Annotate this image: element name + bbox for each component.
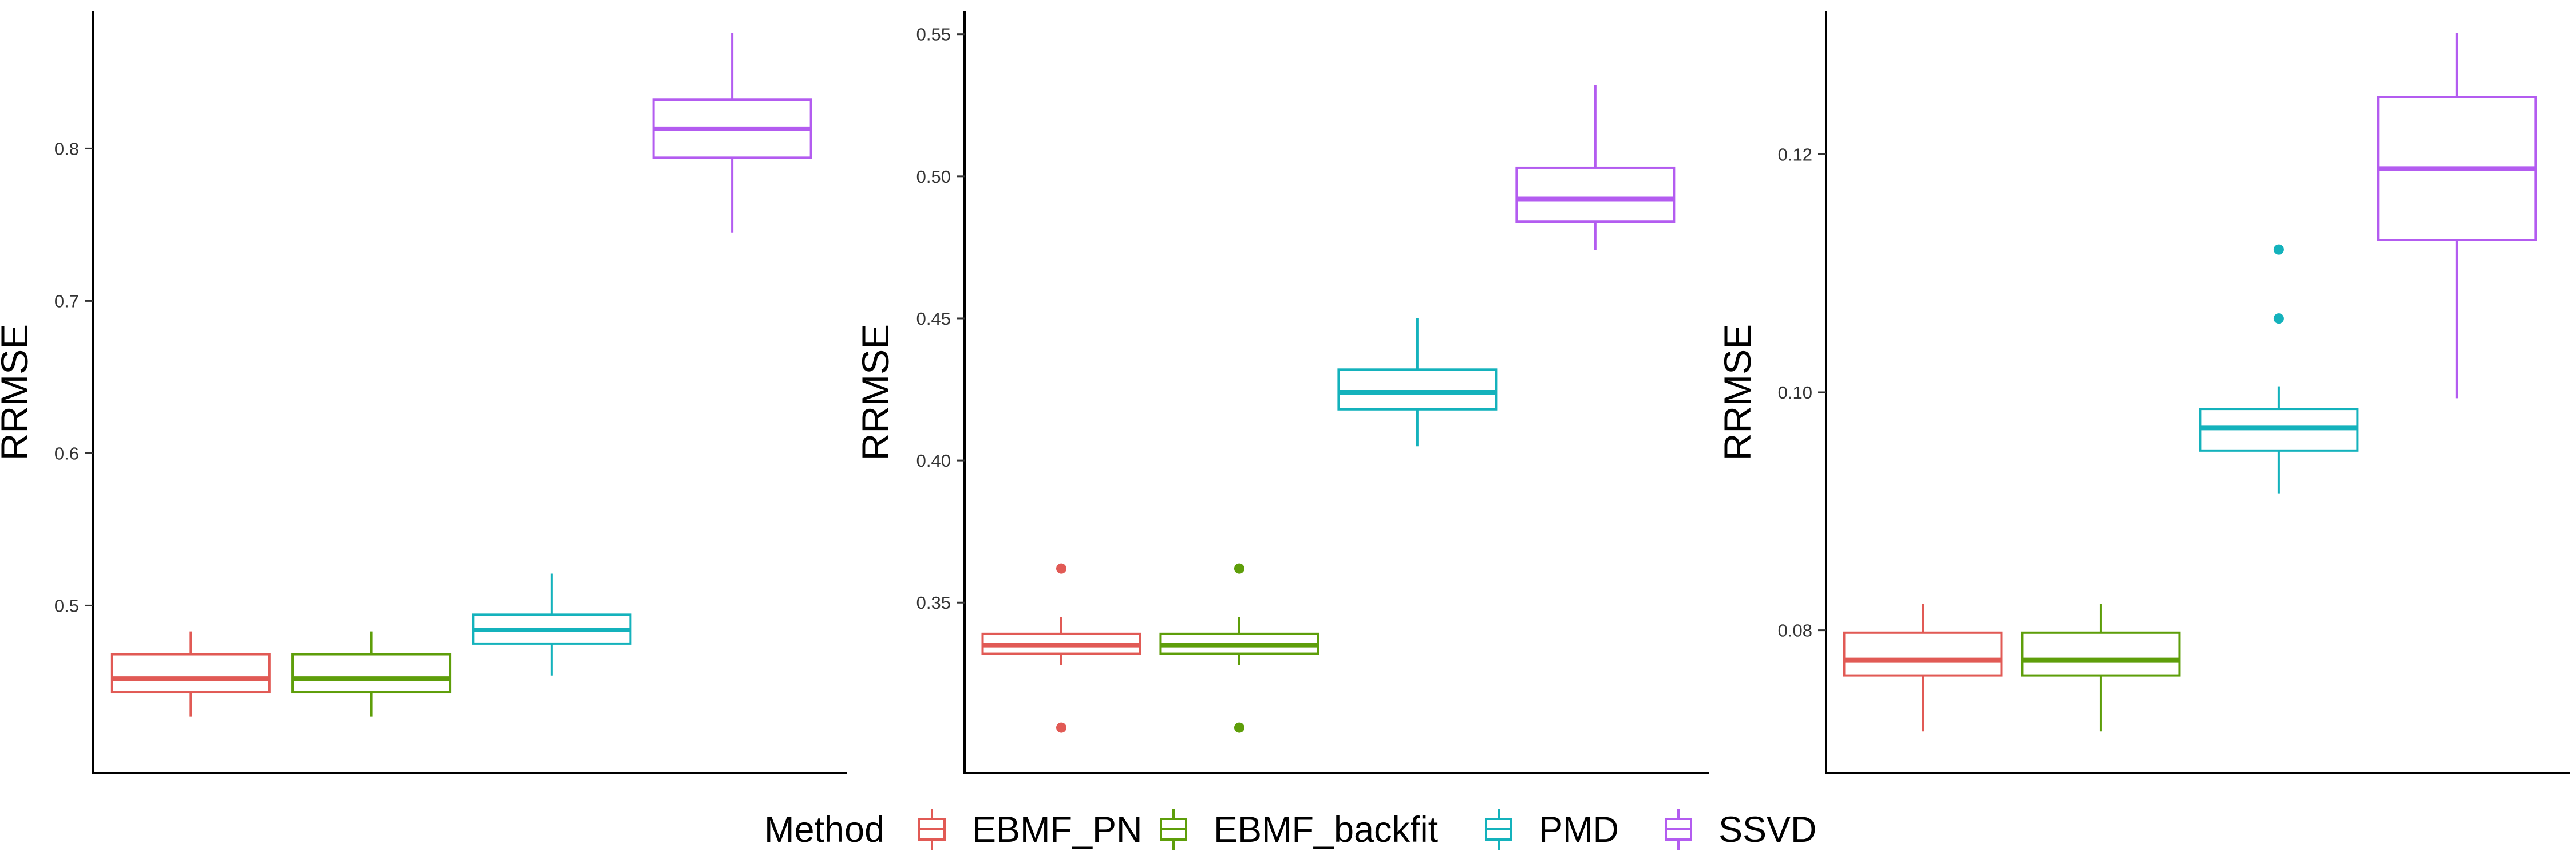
outlier-point	[1056, 563, 1066, 574]
y-tick-label: 0.5	[54, 596, 79, 616]
box-EBMF_backfit	[1159, 563, 1319, 733]
outlier-point	[2273, 244, 2284, 255]
legend-item-PMD: PMD	[1485, 809, 1619, 850]
legend-key-icon	[918, 809, 946, 850]
y-tick-label: 0.35	[916, 593, 951, 613]
legend-key-icon	[1160, 809, 1187, 850]
box-SSVD	[2377, 33, 2537, 399]
panel-1: 0.5 0.6 0.7 0.8 RRMSE	[0, 11, 847, 774]
legend-label: PMD	[1539, 810, 1619, 850]
y-tick-label: 0.8	[54, 139, 79, 159]
legend-key-icon	[1485, 809, 1512, 850]
box-EBMF_PN	[981, 563, 1141, 733]
outlier-point	[2273, 313, 2284, 324]
iqr-box	[110, 653, 271, 694]
y-tick-label: 0.50	[916, 167, 951, 187]
y-tick-label: 0.12	[1778, 144, 1812, 164]
box-SSVD	[652, 33, 812, 233]
panel-3: 0.08 0.10 0.12 RRMSE	[1716, 11, 2570, 774]
iqr-box	[1337, 368, 1498, 411]
y-tick-label: 0.40	[916, 451, 951, 471]
y-axis-title: RRMSE	[854, 324, 896, 460]
outlier-point	[1234, 722, 1244, 733]
outlier-point	[1234, 563, 1244, 574]
legend-label: EBMF_backfit	[1214, 810, 1439, 850]
box-SSVD	[1515, 85, 1676, 250]
iqr-box	[291, 653, 452, 694]
y-tick-label: 0.08	[1778, 621, 1812, 641]
box-EBMF_PN	[110, 631, 271, 717]
box-PMD	[472, 573, 632, 676]
panel-2: 0.35 0.40 0.45 0.50 0.55 RRMSE	[854, 11, 1709, 774]
outlier-point	[1056, 722, 1066, 733]
y-axis-title: RRMSE	[1716, 324, 1759, 460]
y-tick-label: 0.45	[916, 309, 951, 329]
panels: 0.5 0.6 0.7 0.8 RRMSE 0.35 0.40 0.45 0.50 0.55 RRM…	[0, 11, 2570, 774]
box-PMD	[2199, 244, 2359, 494]
legend-label: SSVD	[1718, 810, 1817, 850]
y-tick-label: 0.7	[54, 291, 79, 311]
legend-item-EBMF_PN: EBMF_PN	[918, 809, 1143, 850]
legend-item-SSVD: SSVD	[1665, 809, 1817, 850]
legend-title: Method	[764, 810, 884, 850]
box-PMD	[1337, 318, 1498, 447]
box-EBMF_PN	[1843, 604, 2003, 732]
iqr-box	[2021, 631, 2181, 677]
y-tick-label: 0.55	[916, 25, 951, 45]
iqr-box	[1515, 166, 1676, 223]
legend-key-icon	[1665, 809, 1692, 850]
y-tick-label: 0.6	[54, 443, 79, 463]
legend-item-EBMF_backfit: EBMF_backfit	[1160, 809, 1439, 850]
y-axis-title: RRMSE	[0, 324, 35, 460]
legend-label: EBMF_PN	[972, 810, 1143, 850]
iqr-box	[1843, 631, 2003, 677]
box-EBMF_backfit	[2021, 604, 2181, 732]
y-tick-label: 0.10	[1778, 383, 1812, 403]
legend: Method EBMF_PN EBMF_backfit PMD SSVD	[764, 809, 1817, 850]
box-EBMF_backfit	[291, 631, 452, 717]
